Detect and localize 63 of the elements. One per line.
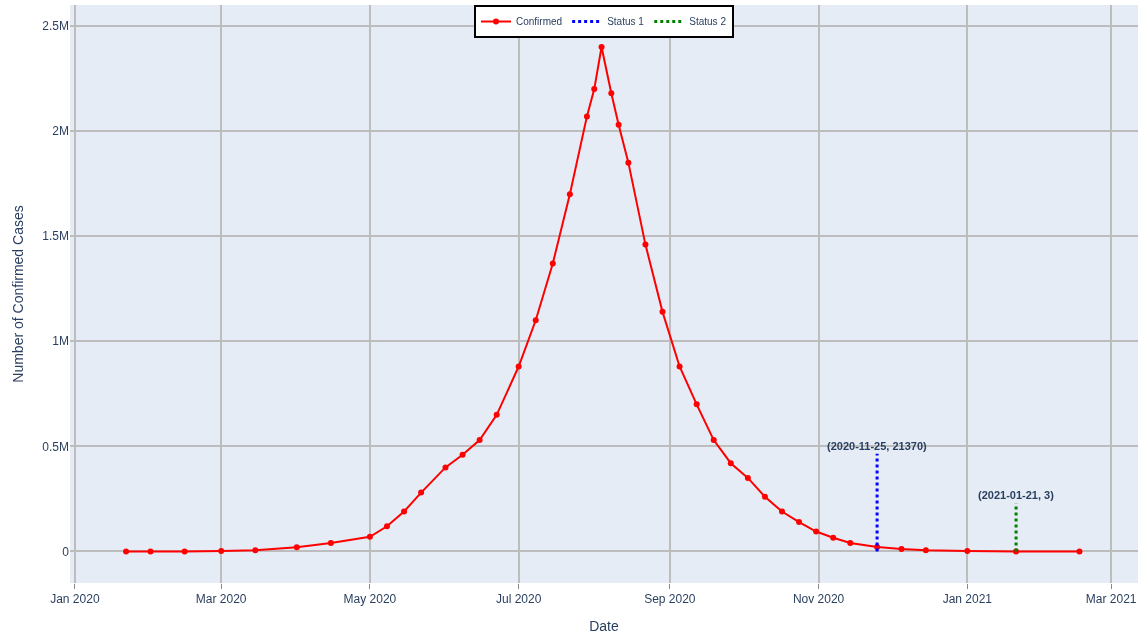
x-tick-label: Mar 2021: [1085, 592, 1137, 607]
x-tick-label: Jul 2020: [495, 592, 542, 607]
point: [401, 508, 408, 515]
point: [830, 534, 837, 541]
point: [418, 489, 425, 496]
point: [327, 540, 334, 547]
point: [598, 44, 605, 51]
x-axis-title: Date: [589, 617, 619, 634]
point: [676, 363, 683, 370]
legend-label: Status 2: [689, 16, 727, 28]
y-tick-label: 2M: [52, 124, 69, 139]
x-tick-label: Jan 2020: [50, 592, 100, 607]
point: [898, 545, 905, 552]
point: [591, 86, 598, 93]
point: [761, 493, 768, 500]
point: [583, 113, 590, 120]
point: [442, 464, 449, 471]
point: [476, 437, 483, 444]
point: [625, 159, 632, 166]
point: [515, 363, 522, 370]
x-tick-label: Mar 2020: [195, 592, 247, 607]
x-tick-label: Sep 2020: [644, 592, 696, 607]
y-axis-title: Number of Confirmed Cases: [9, 205, 26, 383]
annotation: (2020-11-25, 21370): [827, 440, 928, 452]
point: [744, 474, 751, 481]
point: [847, 540, 854, 547]
y-tick-label: 2.5M: [42, 19, 69, 34]
legend-label: Status 1: [607, 16, 645, 28]
point: [710, 437, 717, 444]
y-tick-label: 1.5M: [42, 229, 69, 244]
y-tick-label: 0.5M: [42, 439, 69, 454]
point: [123, 548, 130, 555]
point: [549, 260, 556, 267]
legend-label: Confirmed: [516, 16, 563, 28]
point: [147, 548, 154, 555]
point: [181, 548, 188, 555]
point: [693, 401, 700, 408]
point: [615, 121, 622, 128]
point: [779, 508, 785, 515]
point: [727, 460, 734, 467]
point: [608, 90, 615, 97]
point: [532, 317, 539, 324]
point: [642, 241, 649, 248]
point: [366, 533, 373, 540]
point: [964, 548, 971, 555]
point: [383, 523, 390, 530]
point: [566, 191, 573, 198]
point: [659, 308, 666, 315]
y-tick-label: 1M: [52, 334, 69, 349]
point: [922, 547, 929, 554]
point: [459, 451, 466, 458]
point: [218, 548, 225, 555]
point: [796, 519, 803, 526]
x-tick-label: May 2020: [343, 592, 397, 607]
point: [1076, 548, 1083, 555]
x-tick-label: Jan 2021: [942, 592, 993, 607]
point: [252, 547, 259, 554]
point: [813, 528, 820, 535]
point: [493, 411, 500, 418]
point: [293, 544, 300, 551]
annotation: (2021-01-21, 3): [978, 489, 1055, 501]
x-tick-label: Nov 2020: [792, 592, 845, 607]
y-tick-label: 0: [62, 544, 70, 559]
